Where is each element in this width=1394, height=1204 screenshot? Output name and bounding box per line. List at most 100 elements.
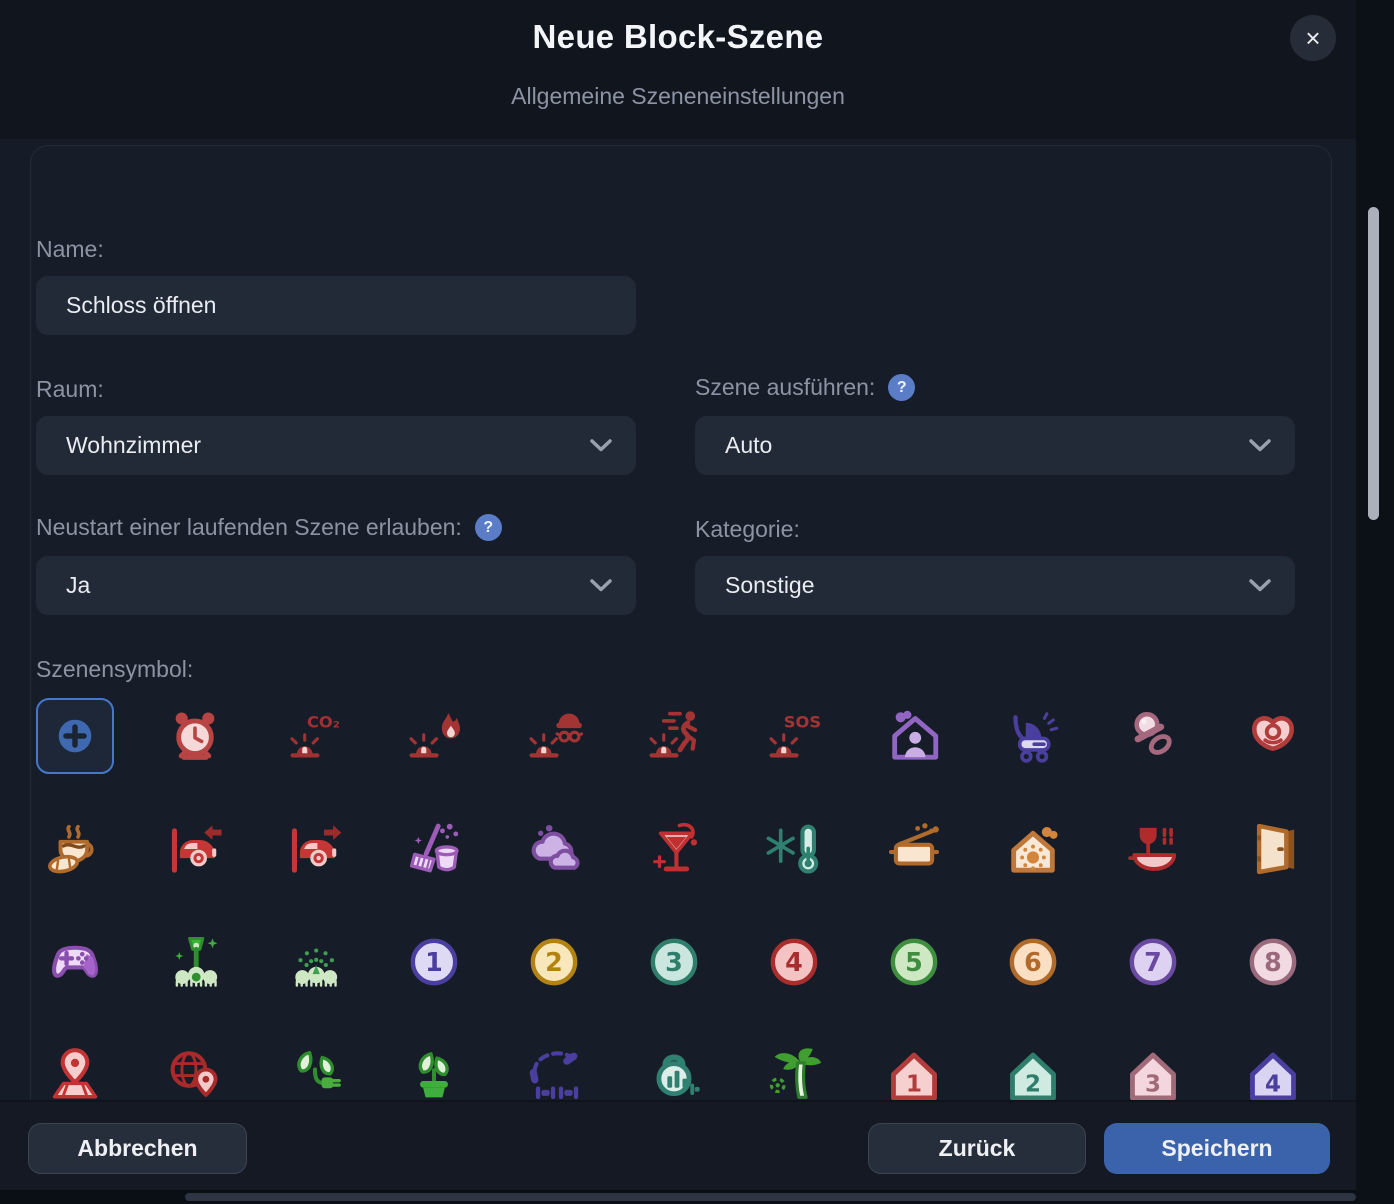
symbol-home-2[interactable]: 2: [994, 1037, 1072, 1113]
symbol-sos-alarm[interactable]: SOS: [755, 698, 833, 774]
cocktail-party-icon: [653, 822, 698, 872]
horizontal-scrollbar-thumb[interactable]: [185, 1193, 1356, 1201]
escape-alarm-icon: [649, 711, 698, 758]
vertical-scrollbar-thumb[interactable]: [1368, 207, 1379, 520]
horizontal-scrollbar-track[interactable]: [0, 1190, 1356, 1204]
symbol-number-4[interactable]: 4: [755, 924, 833, 1000]
symbol-warm-home[interactable]: [994, 811, 1072, 887]
room-select-value: Wohnzimmer: [66, 432, 202, 458]
symbol-fitness-rope[interactable]: [515, 1037, 593, 1113]
symbol-grid: CO₂ SOS 1 2 3 4 5 6 7 8 1 2 3 4: [36, 698, 1312, 1113]
save-button[interactable]: Speichern: [1104, 1123, 1330, 1174]
number-2-icon: 2: [530, 938, 578, 986]
geo-location-icon: [170, 1051, 218, 1097]
symbol-label: Szenensymbol:: [36, 656, 194, 682]
symbol-car-leaving[interactable]: [276, 811, 354, 887]
restart-help-icon[interactable]: ?: [474, 514, 502, 541]
warm-home-icon: [1011, 827, 1058, 873]
execute-help-icon[interactable]: ?: [888, 374, 916, 401]
symbol-pacifier-side[interactable]: [1114, 698, 1192, 774]
chevron-down-icon: [590, 579, 612, 592]
room-label: Raum:: [36, 376, 104, 402]
alarm-clock-icon: [175, 712, 215, 760]
symbol-houseplant[interactable]: [395, 1037, 473, 1113]
home-3-icon: 3: [1130, 1052, 1177, 1101]
symbol-co2-alarm[interactable]: CO₂: [276, 698, 354, 774]
symbol-add-symbol[interactable]: [36, 698, 114, 774]
symbol-home-3[interactable]: 3: [1114, 1037, 1192, 1113]
svg-text:3: 3: [1145, 1071, 1161, 1097]
symbol-number-2[interactable]: 2: [515, 924, 593, 1000]
symbol-energy-plant[interactable]: [276, 1037, 354, 1113]
workout-kettlebell-icon: [656, 1054, 700, 1097]
symbol-cleaning[interactable]: [395, 811, 473, 887]
symbol-cooking[interactable]: [875, 811, 953, 887]
baby-stroller-icon: [1013, 712, 1059, 763]
symbol-irrigation[interactable]: [276, 924, 354, 1000]
dialog-subtitle: Allgemeine Szeneneinstellungen: [511, 83, 845, 109]
category-select[interactable]: Sonstige: [695, 556, 1295, 615]
symbol-open-door[interactable]: [1234, 811, 1312, 887]
name-label: Name:: [36, 236, 104, 262]
symbol-workout-kettlebell[interactable]: [635, 1037, 713, 1113]
cleaning-icon: [410, 823, 460, 873]
houseplant-icon: [419, 1052, 450, 1098]
symbol-location-pin[interactable]: [36, 1037, 114, 1113]
pacifier-side-icon: [1134, 711, 1172, 755]
symbol-home-4[interactable]: 4: [1234, 1037, 1312, 1113]
fitness-rope-icon: [529, 1051, 579, 1100]
svg-text:3: 3: [665, 947, 683, 977]
svg-text:4: 4: [785, 947, 803, 977]
symbol-number-5[interactable]: 5: [875, 924, 953, 1000]
open-door-icon: [1256, 823, 1295, 875]
name-input[interactable]: [36, 276, 636, 335]
symbol-gaming[interactable]: [36, 924, 114, 1000]
close-button[interactable]: ×: [1290, 15, 1336, 61]
svg-text:2: 2: [1025, 1071, 1041, 1097]
symbol-car-arriving[interactable]: [156, 811, 234, 887]
number-4-icon: 4: [770, 938, 818, 986]
symbol-frost-warning[interactable]: [755, 811, 833, 887]
back-button[interactable]: Zurück: [868, 1123, 1086, 1174]
presence-home-icon: [891, 710, 938, 760]
symbol-breakfast-coffee[interactable]: [36, 811, 114, 887]
sos-alarm-icon: SOS: [769, 713, 821, 758]
symbol-cocktail-party[interactable]: [635, 811, 713, 887]
burglar-alarm-icon: [529, 713, 584, 758]
symbol-number-3[interactable]: 3: [635, 924, 713, 1000]
symbol-escape-alarm[interactable]: [635, 698, 713, 774]
symbol-number-1[interactable]: 1: [395, 924, 473, 1000]
energy-plant-icon: [296, 1050, 341, 1089]
symbol-garden-light[interactable]: [156, 924, 234, 1000]
home-2-icon: 2: [1010, 1052, 1057, 1101]
restart-select[interactable]: Ja: [36, 556, 636, 615]
category-select-value: Sonstige: [725, 572, 815, 598]
symbol-pacifier[interactable]: [1234, 698, 1312, 774]
room-select[interactable]: Wohnzimmer: [36, 416, 636, 475]
symbol-vacation-palm[interactable]: [755, 1037, 833, 1113]
symbol-burglar-alarm[interactable]: [515, 698, 593, 774]
category-label: Kategorie:: [695, 516, 800, 542]
symbol-number-7[interactable]: 7: [1114, 924, 1192, 1000]
number-3-icon: 3: [650, 938, 698, 986]
symbol-fire-alarm[interactable]: [395, 698, 473, 774]
number-5-icon: 5: [890, 938, 937, 986]
symbol-baby-stroller[interactable]: [994, 698, 1072, 774]
symbol-number-8[interactable]: 8: [1234, 924, 1312, 1000]
execute-select[interactable]: Auto: [695, 416, 1295, 475]
symbol-weather-clouds[interactable]: [515, 811, 593, 887]
symbol-geo-location[interactable]: [156, 1037, 234, 1113]
restart-label: Neustart einer laufenden Szene erlauben:: [36, 514, 462, 540]
vertical-scrollbar-track[interactable]: [1356, 0, 1394, 1204]
cooking-icon: [888, 823, 939, 866]
symbol-number-6[interactable]: 6: [994, 924, 1072, 1000]
symbol-home-1[interactable]: 1: [875, 1037, 953, 1113]
breakfast-coffee-icon: [48, 824, 94, 874]
location-pin-icon: [52, 1048, 98, 1099]
vacation-palm-icon: [769, 1048, 821, 1099]
symbol-alarm-clock[interactable]: [156, 698, 234, 774]
symbol-dinner[interactable]: [1114, 811, 1192, 887]
cancel-button[interactable]: Abbrechen: [28, 1123, 247, 1174]
symbol-presence-home[interactable]: [875, 698, 953, 774]
svg-text:1: 1: [426, 947, 444, 977]
